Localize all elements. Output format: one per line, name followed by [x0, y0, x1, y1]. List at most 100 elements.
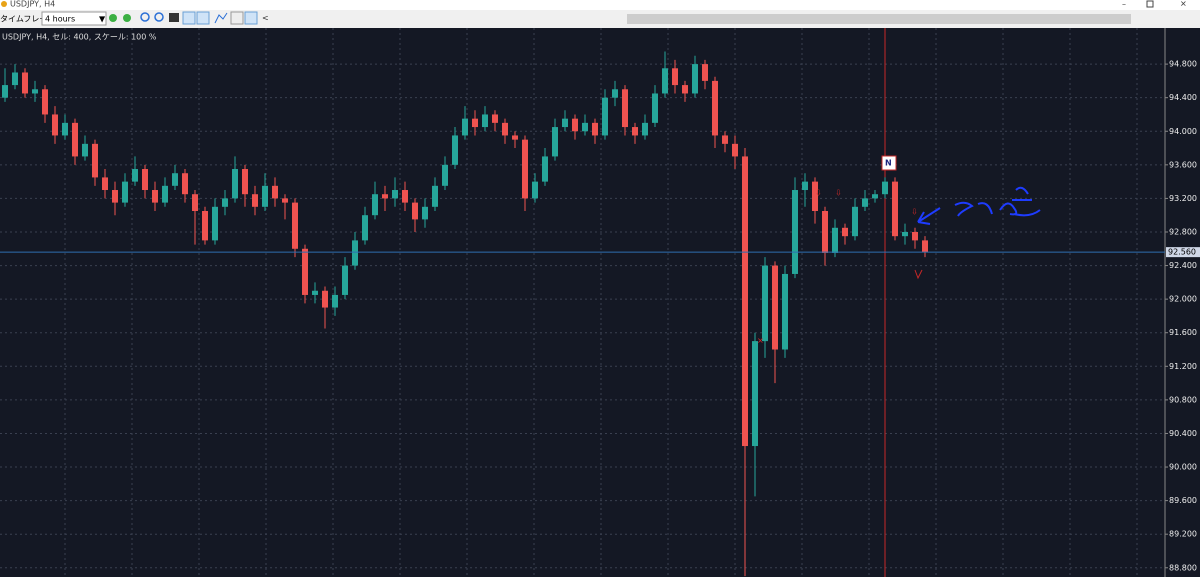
btn-zoom-out[interactable]: [154, 12, 164, 22]
candle-body: [522, 139, 528, 199]
candle-body: [382, 194, 388, 199]
candle-body: [602, 97, 608, 136]
candle-body: [462, 118, 468, 136]
candle-body: [912, 231, 918, 241]
candle-body: [172, 173, 178, 186]
candle-body: [342, 265, 348, 295]
btn-bars[interactable]: [182, 11, 196, 25]
y-tick-label: 94.800: [1169, 60, 1197, 69]
candle-body: [632, 127, 638, 136]
candle-body: [112, 190, 118, 203]
y-tick-label: 93.600: [1169, 160, 1197, 169]
candle-body: [232, 169, 238, 199]
candle-body: [852, 206, 858, 237]
btn-indicator[interactable]: [244, 11, 258, 25]
y-tick-label: 93.200: [1169, 194, 1197, 203]
y-tick-label: 90.000: [1169, 463, 1197, 472]
candle-body: [372, 194, 378, 216]
signal-letter: N: [885, 159, 892, 168]
candle-body: [762, 265, 768, 342]
restore[interactable]: [1146, 0, 1154, 8]
candle-body: [162, 185, 168, 203]
candle-body: [132, 169, 138, 182]
candle-body: [492, 114, 498, 123]
title-bar: [0, 0, 1200, 10]
candle-body: [512, 135, 518, 140]
candle-body: [882, 181, 888, 195]
y-tick-label: 94.000: [1169, 127, 1197, 136]
btn-line[interactable]: [214, 12, 228, 24]
candle-body: [392, 190, 398, 199]
btn-prev[interactable]: <: [262, 14, 269, 23]
candle-body: [282, 198, 288, 203]
candle-body: [612, 89, 618, 98]
candle-body: [222, 198, 228, 207]
candle-body: [402, 190, 408, 203]
btn-find[interactable]: [169, 13, 179, 22]
candle-body: [792, 190, 798, 274]
candle-body: [642, 122, 648, 136]
signal-flag: [881, 155, 897, 171]
candle-body: [672, 68, 678, 86]
candle-body: [742, 156, 748, 447]
candle-body: [452, 135, 458, 165]
candle-body: [502, 122, 508, 136]
candle-body: [542, 156, 548, 182]
candle-body: [872, 194, 878, 199]
candle-body: [62, 122, 68, 136]
y-tick-label: 90.400: [1169, 429, 1197, 438]
candle-body: [812, 181, 818, 211]
candle-body: [122, 181, 128, 203]
candle-body: [752, 341, 758, 447]
candle-body: [892, 181, 898, 237]
app-icon: [1, 1, 7, 7]
candle-body: [622, 89, 628, 128]
candle-body: [2, 85, 8, 98]
dropdown-arrow[interactable]: ▼: [99, 15, 106, 24]
candle-body: [862, 198, 868, 207]
candle-body: [482, 114, 488, 128]
candle-body: [552, 127, 558, 157]
candle-body: [592, 122, 598, 136]
candle-body: [692, 64, 698, 94]
btn-check[interactable]: [230, 11, 244, 25]
y-tick-label: 92.000: [1169, 295, 1197, 304]
candle-body: [842, 227, 848, 237]
candle-body: [212, 206, 218, 241]
scrollbar[interactable]: [627, 14, 1131, 24]
candle-body: [262, 185, 268, 207]
last-price-box: [1166, 247, 1200, 258]
candle-body: [832, 227, 838, 253]
candle-body: [102, 177, 108, 191]
candle-body: [802, 181, 808, 191]
candle-body: [782, 273, 788, 350]
btn-candles[interactable]: [196, 11, 210, 25]
candle-body: [302, 248, 308, 295]
y-tick-label: 91.600: [1169, 328, 1197, 337]
btn-up[interactable]: [109, 14, 117, 22]
candle-body: [352, 240, 358, 266]
candle-body: [42, 89, 48, 115]
cross-signal: ✕: [757, 337, 764, 346]
candle-body: [332, 294, 338, 308]
candle-body: [312, 290, 318, 295]
candle-body: [732, 143, 738, 157]
candle-body: [662, 68, 668, 94]
candle-body: [572, 118, 578, 132]
timeframe-select[interactable]: [41, 11, 107, 26]
candle-body: [442, 164, 448, 186]
down-check: [914, 269, 923, 280]
candle-body: [142, 169, 148, 191]
timeframe-value[interactable]: 4 hours: [45, 15, 75, 24]
chart-bg: [0, 28, 1200, 577]
y-tick-label: 94.400: [1169, 93, 1197, 102]
candle-body: [292, 202, 298, 249]
minimize[interactable]: –: [1122, 0, 1126, 9]
candle-body: [362, 215, 368, 241]
btn-down[interactable]: [123, 14, 131, 22]
btn-zoom-in[interactable]: [140, 12, 150, 22]
candle-body: [902, 231, 908, 237]
candle-body: [322, 290, 328, 308]
close[interactable]: ✕: [1180, 0, 1187, 9]
